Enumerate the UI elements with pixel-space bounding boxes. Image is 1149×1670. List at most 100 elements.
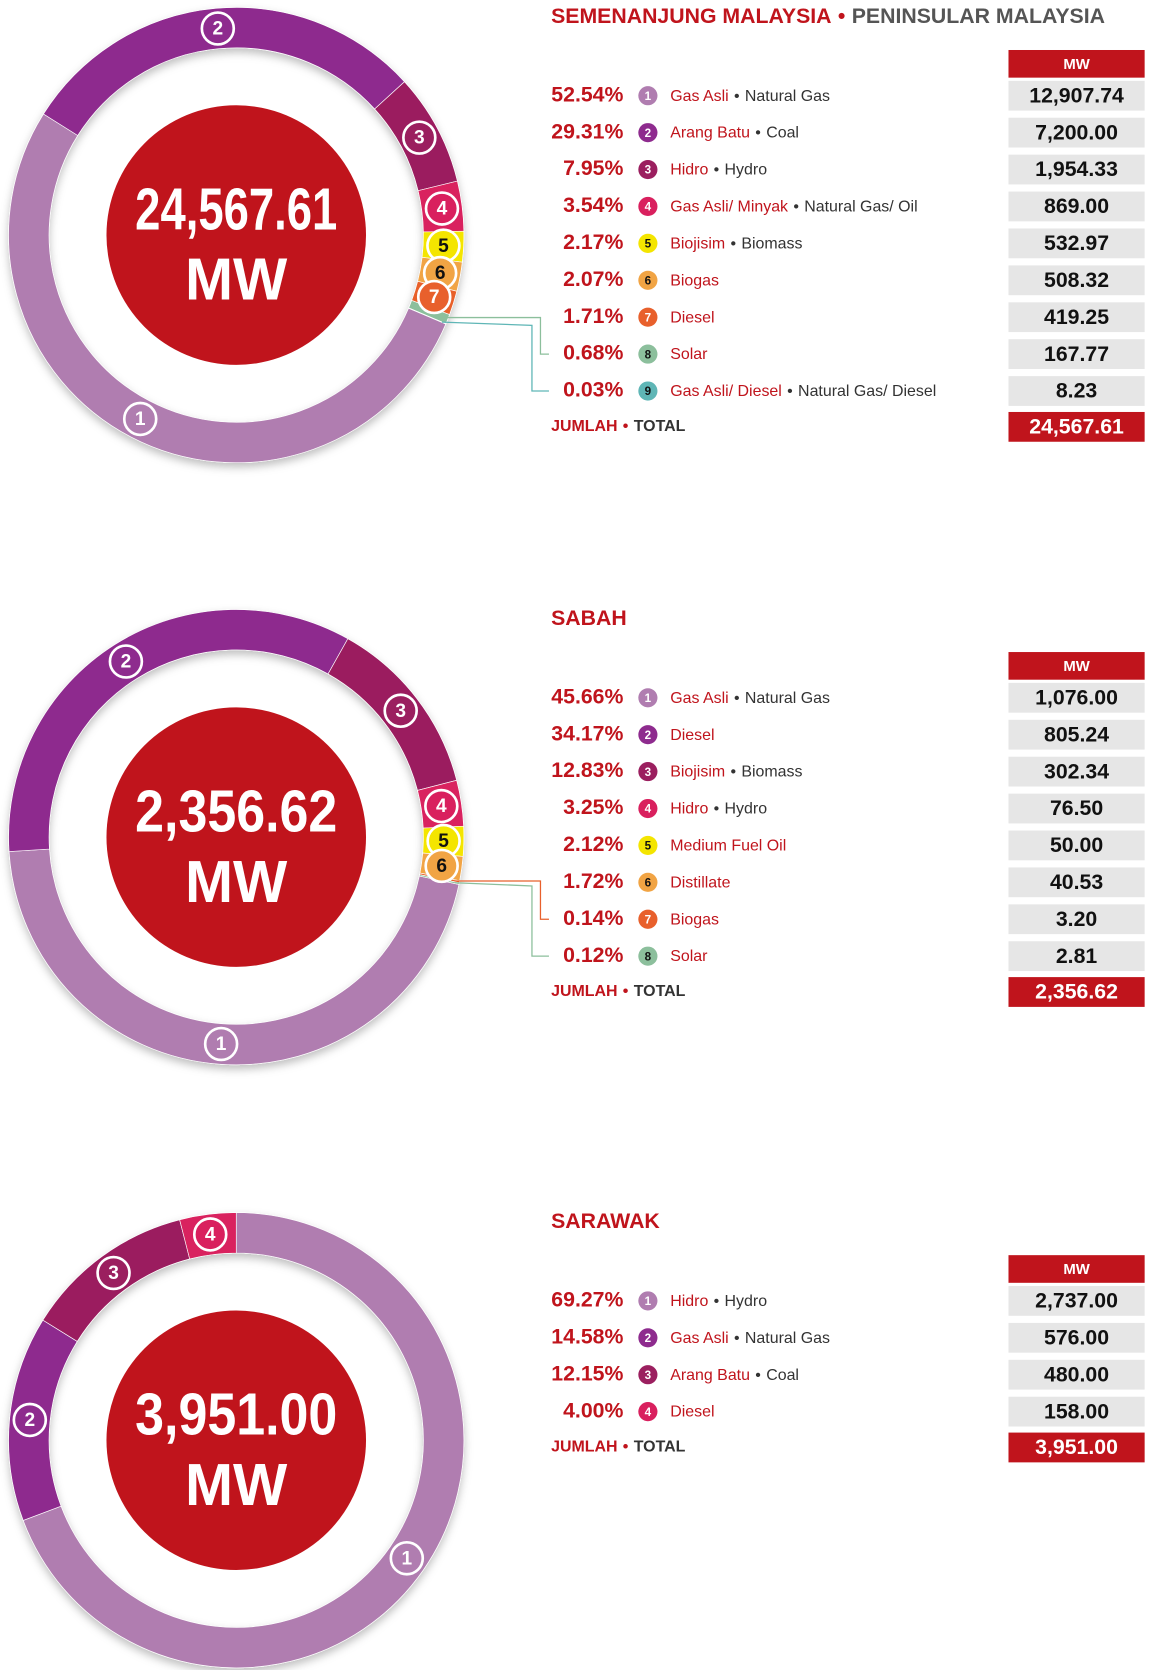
total-separator: • (623, 1439, 629, 1456)
badge-number: 2 (645, 127, 652, 140)
badge-number: 4 (645, 1406, 652, 1419)
category-separator: • (714, 162, 720, 179)
badge (638, 1291, 658, 1311)
center-unit: MW (185, 246, 288, 313)
category-separator: • (755, 1367, 761, 1384)
title-ms: SARAWAK (551, 1209, 660, 1233)
mw-value: 7,200.00 (1035, 120, 1118, 144)
category-en: Natural Gas (745, 88, 830, 105)
total-bg (1008, 411, 1145, 442)
badge-number: 8 (645, 950, 652, 963)
mw-value: 158.00 (1044, 1399, 1109, 1423)
percent-label: 1.72% (563, 869, 623, 893)
category-en: Biomass (741, 764, 802, 781)
percent-label: 2.07% (563, 267, 623, 291)
category-ms: Gas Asli (670, 88, 728, 105)
badge-number: 1 (645, 1295, 652, 1308)
category-ms: Biogas (670, 273, 719, 290)
category-en: Natural Gas/ Oil (804, 199, 917, 216)
mw-cell-bg (1008, 191, 1145, 222)
mw-cell-bg (1008, 793, 1145, 824)
badge (402, 120, 437, 155)
badge-number: 3 (645, 164, 652, 177)
section-title: SARAWAK (551, 1209, 660, 1233)
mw-value: 12,907.74 (1029, 83, 1124, 107)
mw-cell-bg (1008, 339, 1145, 369)
badge (638, 762, 658, 782)
total-ms: JUMLAH (551, 983, 617, 1000)
mw-cell-bg (1008, 302, 1145, 333)
category-ms: Gas Asli (670, 1330, 728, 1347)
unit-header-bg (1008, 49, 1145, 78)
center-total: 3,951.00 (135, 1381, 337, 1448)
badge-number: 2 (212, 19, 223, 40)
category-en: Hydro (725, 1293, 768, 1310)
category-label: Arang Batu • Coal (670, 125, 799, 142)
badge (638, 381, 658, 401)
badge-number: 6 (645, 274, 652, 287)
total-separator: • (623, 418, 629, 435)
percent-label: 3.54% (563, 193, 623, 217)
total-ms: JUMLAH (551, 418, 617, 435)
badge (424, 848, 459, 884)
mw-cell-bg (1008, 682, 1145, 713)
category-label: Gas Asli • Natural Gas (670, 88, 830, 105)
mw-value: 2.81 (1056, 944, 1098, 968)
percent-label: 12.83% (551, 758, 623, 782)
category-en: Biomass (741, 236, 802, 253)
badge-number: 8 (645, 348, 652, 361)
category-en: Coal (766, 125, 799, 142)
badge-number: 2 (645, 729, 652, 742)
mw-value: 480.00 (1044, 1362, 1109, 1386)
leader-line (443, 316, 549, 355)
badge-number: 6 (435, 263, 446, 284)
mw-cell-bg (1008, 117, 1145, 148)
total-value: 24,567.61 (1029, 415, 1124, 439)
badge (389, 1540, 425, 1576)
mw-value: 40.53 (1050, 870, 1103, 894)
badge (638, 1402, 658, 1422)
badge (638, 196, 658, 217)
badge-number: 7 (645, 913, 652, 926)
badge-number: 4 (205, 1225, 216, 1246)
badge (192, 1217, 228, 1252)
badge (638, 688, 658, 708)
leader-line (455, 880, 549, 920)
mw-value: 805.24 (1044, 722, 1109, 746)
mw-cell-bg (1008, 1322, 1145, 1353)
mw-value: 1,954.33 (1035, 157, 1118, 181)
category-en: Natural Gas/ Diesel (798, 383, 936, 400)
percent-label: 0.68% (563, 341, 623, 365)
unit-header-bg (1008, 1255, 1145, 1283)
badge-number: 1 (645, 692, 652, 705)
total-value: 3,951.00 (1035, 1435, 1118, 1459)
category-ms: Gas Asli/ Minyak (670, 199, 788, 216)
badge-number: 3 (414, 128, 425, 149)
badge (638, 946, 658, 966)
badge-number: 1 (216, 1034, 227, 1055)
unit-header: MW (1063, 1262, 1090, 1278)
category-separator: • (755, 125, 761, 142)
badge (638, 159, 658, 180)
badge-number: 3 (645, 766, 652, 779)
badge-number: 5 (645, 840, 652, 853)
mw-cell-bg (1008, 265, 1145, 296)
badge (638, 798, 658, 819)
category-ms: Diesel (670, 1404, 714, 1421)
category-label: Arang Batu • Coal (670, 1367, 799, 1384)
leader-line (441, 321, 549, 392)
mw-cell-bg (1008, 904, 1145, 935)
percent-label: 52.54% (551, 82, 623, 106)
badge-number: 4 (437, 199, 448, 220)
center-unit: MW (185, 848, 288, 915)
mw-cell-bg (1008, 867, 1145, 898)
total-value: 2,356.62 (1035, 980, 1118, 1004)
mw-value: 8.23 (1056, 379, 1098, 403)
badge-number: 1 (401, 1548, 412, 1569)
badge (638, 1365, 658, 1385)
category-en: Hydro (725, 801, 768, 818)
category-label: Medium Fuel Oil (670, 838, 786, 855)
title-en: PENINSULAR MALAYSIA (852, 4, 1105, 28)
mw-value: 508.32 (1044, 268, 1109, 292)
mw-cell-bg (1008, 1286, 1145, 1316)
